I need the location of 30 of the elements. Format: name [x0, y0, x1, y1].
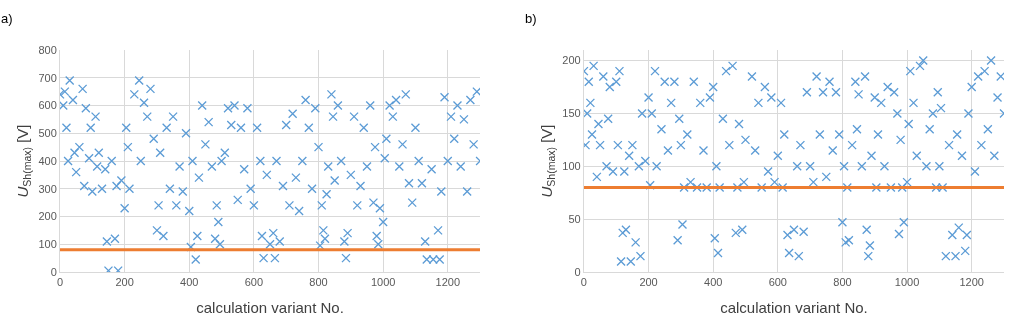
x-tick-label: 600: [768, 276, 787, 289]
x-tick-label: 1200: [959, 276, 984, 289]
x-tick-label: 1000: [894, 276, 920, 289]
y-tick-label: 50: [568, 212, 581, 225]
x-tick-label: 600: [244, 276, 264, 289]
y-tick-label: 150: [562, 107, 581, 120]
x-axis-title: calculation variant No.: [720, 299, 868, 317]
y-tick-label: 400: [38, 154, 57, 167]
x-tick-label: 1000: [370, 276, 396, 289]
x-tick-label: 400: [704, 276, 723, 289]
y-tick-label: 200: [562, 54, 581, 67]
y-tick-label: 800: [38, 43, 57, 56]
y-tick-label: 100: [38, 238, 57, 251]
chart-title: a): [1, 11, 13, 26]
x-tick-label: 400: [180, 276, 199, 289]
chart-title: b): [525, 11, 537, 26]
x-tick-label: 200: [115, 276, 134, 289]
x-axis-title: calculation variant No.: [196, 299, 344, 317]
y-tick-label: 500: [38, 127, 57, 140]
y-tick-label: 200: [38, 210, 57, 223]
y-tick-label: 0: [50, 265, 57, 278]
y-tick-label: 0: [574, 265, 581, 278]
x-tick-label: 800: [833, 276, 852, 289]
x-tick-label: 200: [639, 276, 658, 289]
x-tick-label: 1200: [435, 276, 461, 289]
y-tick-label: 100: [562, 160, 581, 173]
y-tick-label: 700: [38, 71, 57, 84]
y-tick-label: 300: [38, 182, 57, 195]
y-tick-label: 600: [38, 99, 57, 112]
x-tick-label: 800: [309, 276, 328, 289]
